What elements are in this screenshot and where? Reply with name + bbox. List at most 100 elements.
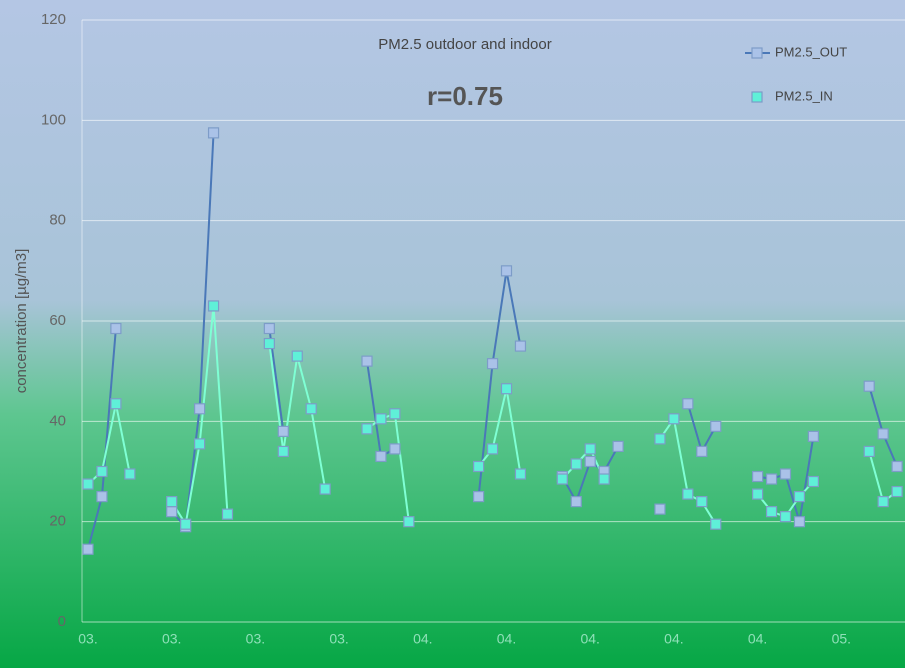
data-point xyxy=(486,443,499,455)
y-axis-label: concentration [µg/m3] xyxy=(13,249,30,394)
data-point xyxy=(710,518,722,530)
x-tick-label: 05. xyxy=(832,631,851,647)
data-point xyxy=(473,460,485,473)
data-point xyxy=(277,425,289,437)
data-point xyxy=(403,516,415,528)
data-point xyxy=(765,506,778,518)
data-point xyxy=(305,403,317,415)
x-tick-label: 03. xyxy=(246,631,265,647)
data-point xyxy=(361,355,373,367)
data-point xyxy=(319,483,331,495)
data-point xyxy=(779,511,792,523)
data-point xyxy=(654,433,666,445)
data-point xyxy=(486,358,499,370)
data-point xyxy=(375,413,387,425)
series-line xyxy=(366,412,410,522)
data-point xyxy=(361,423,373,435)
legend-label: PM2.5_IN xyxy=(775,88,833,103)
data-point xyxy=(194,438,206,450)
data-point xyxy=(807,475,820,488)
legend-marker xyxy=(751,91,763,103)
x-tick-label: 04. xyxy=(580,631,599,647)
data-point xyxy=(277,445,289,458)
data-point xyxy=(500,383,513,395)
data-point xyxy=(570,496,582,508)
data-point xyxy=(389,443,401,455)
x-tick-label: 03. xyxy=(329,631,348,647)
data-point xyxy=(514,340,527,352)
y-tick-label: 20 xyxy=(49,513,66,530)
annotation: r=0.75 xyxy=(427,81,503,111)
data-point xyxy=(473,490,485,503)
data-point xyxy=(570,458,582,470)
data-point xyxy=(82,543,94,555)
series-line xyxy=(477,270,522,497)
data-point xyxy=(793,516,806,528)
data-point xyxy=(207,127,220,139)
data-point xyxy=(500,265,513,277)
series-line xyxy=(561,447,606,480)
data-point xyxy=(612,440,624,453)
y-tick-label: 0 xyxy=(58,613,66,630)
data-point xyxy=(654,503,666,515)
data-point xyxy=(263,337,275,350)
data-point xyxy=(584,443,596,455)
y-tick-label: 100 xyxy=(41,111,66,128)
data-point xyxy=(207,300,220,312)
data-point xyxy=(793,490,806,503)
data-point xyxy=(779,468,792,480)
data-point xyxy=(891,460,903,473)
data-point xyxy=(863,380,875,392)
data-point xyxy=(166,496,178,508)
data-point xyxy=(166,506,178,518)
data-point xyxy=(863,445,875,458)
data-point xyxy=(263,322,275,335)
data-point xyxy=(877,496,889,508)
data-point xyxy=(194,403,206,415)
data-point xyxy=(668,413,680,425)
data-point xyxy=(696,496,708,508)
series-line xyxy=(87,403,131,485)
data-point xyxy=(124,468,136,480)
data-point xyxy=(375,450,387,463)
data-point xyxy=(180,518,192,530)
data-point xyxy=(96,490,108,503)
data-point xyxy=(807,430,820,442)
data-point xyxy=(584,455,596,468)
data-point xyxy=(291,350,303,362)
data-point xyxy=(556,473,568,485)
series-line xyxy=(170,132,215,529)
y-tick-label: 120 xyxy=(41,11,66,28)
data-point xyxy=(682,398,694,410)
data-point xyxy=(751,470,764,483)
data-point xyxy=(514,468,527,480)
data-point xyxy=(389,408,401,420)
x-tick-label: 03. xyxy=(78,631,97,647)
legend-marker xyxy=(751,47,763,59)
chart-title: PM2.5 outdoor and indoor xyxy=(378,36,551,53)
y-tick-label: 40 xyxy=(49,412,66,429)
x-tick-label: 04. xyxy=(497,631,516,647)
data-point xyxy=(682,488,694,500)
data-point xyxy=(751,488,764,500)
data-point xyxy=(96,465,108,478)
y-tick-label: 80 xyxy=(49,212,66,229)
x-tick-label: 04. xyxy=(748,631,767,647)
data-point xyxy=(82,478,94,490)
x-tick-label: 04. xyxy=(413,631,432,647)
data-point xyxy=(765,473,778,485)
data-point xyxy=(110,322,122,335)
data-point xyxy=(110,398,122,410)
x-tick-label: 03. xyxy=(162,631,181,647)
legend-label: PM2.5_OUT xyxy=(775,44,847,59)
series-line xyxy=(477,388,522,475)
data-point xyxy=(877,428,889,440)
y-tick-label: 60 xyxy=(49,312,66,329)
data-point xyxy=(891,485,903,498)
data-point xyxy=(221,508,234,520)
data-point xyxy=(598,473,610,485)
data-point xyxy=(696,445,708,458)
x-tick-label: 04. xyxy=(664,631,683,647)
